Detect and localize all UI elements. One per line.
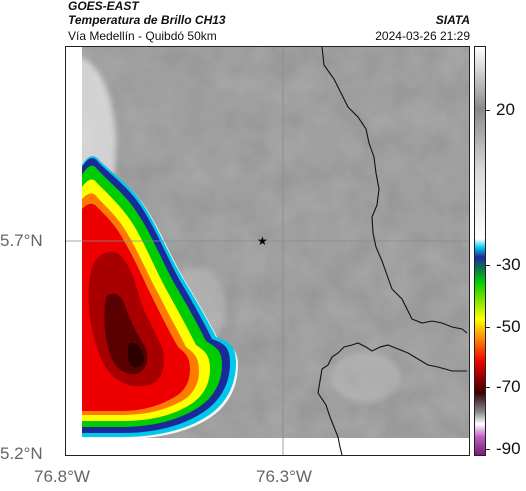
colorbar-tick-mark xyxy=(486,327,490,328)
colorbar xyxy=(474,46,486,456)
star-icon: ★ xyxy=(257,234,268,248)
colorbar-tick-minus-90: -90 xyxy=(496,439,521,458)
department-border xyxy=(321,47,468,334)
colorbar-tick-minus-70: -70 xyxy=(496,377,521,396)
satellite-map[interactable]: ★ xyxy=(65,46,470,456)
satellite-title: GOES-EAST xyxy=(68,0,139,13)
region-subtitle: Vía Medellín - Quibdó 50km xyxy=(68,29,217,43)
river-border xyxy=(321,342,467,372)
colorbar-tick-mark xyxy=(486,110,490,111)
colorbar-tick-mark xyxy=(486,387,490,388)
storm-cell xyxy=(80,156,238,439)
colorbar-tick-minus-50: -50 xyxy=(496,317,521,336)
bottom-strip xyxy=(66,438,469,455)
lon-label-76.3: 76.3°W xyxy=(256,467,312,486)
lat-label-5.7: 5.7°N xyxy=(0,231,43,250)
map-canvas: ★ xyxy=(66,47,469,455)
colorbar-tick-minus-30: -30 xyxy=(496,255,521,274)
organization-label: SIATA xyxy=(435,13,470,27)
colorbar-tick-mark xyxy=(486,265,490,266)
product-title: Temperatura de Brillo CH13 xyxy=(68,13,226,27)
lat-label-5.2: 5.2°N xyxy=(0,444,43,463)
colorbar-tick-20: 20 xyxy=(496,100,515,119)
river-border-lower xyxy=(317,368,343,455)
lon-label-76.8: 76.8°W xyxy=(34,467,90,486)
datetime-label: 2024-03-26 21:29 xyxy=(375,29,470,43)
colorbar-tick-mark xyxy=(486,449,490,450)
